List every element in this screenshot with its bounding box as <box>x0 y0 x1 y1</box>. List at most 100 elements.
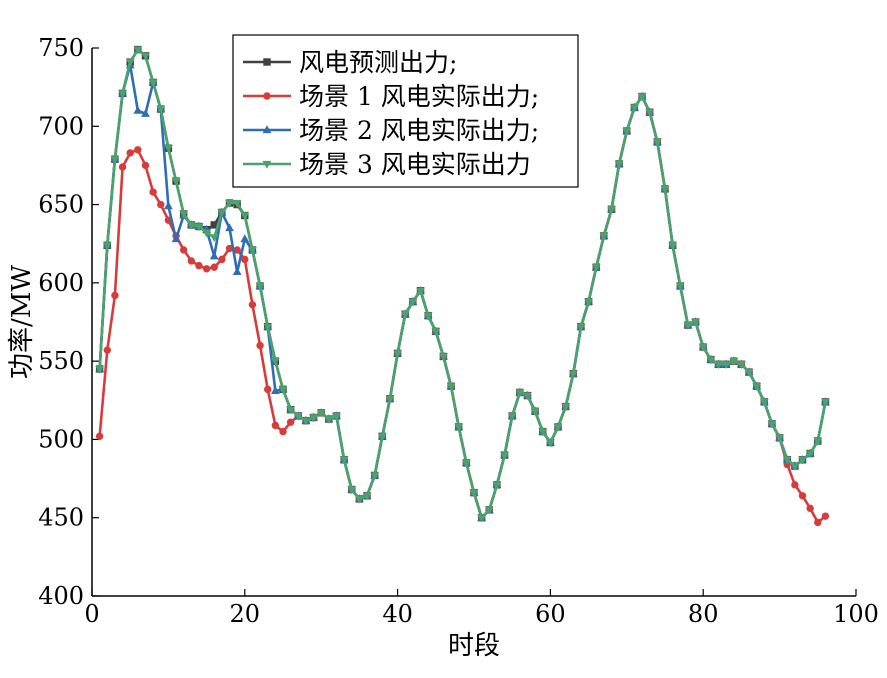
data-point-marker <box>637 93 647 102</box>
data-point-marker <box>355 495 364 504</box>
data-point-marker <box>332 412 341 421</box>
x-axis-ticks: 0 20 40 60 80 100 <box>84 589 879 628</box>
data-point-marker <box>118 163 127 171</box>
data-point-marker <box>141 52 150 61</box>
data-point-marker <box>316 409 326 418</box>
data-point-marker <box>706 356 716 365</box>
data-point-marker <box>241 255 249 264</box>
data-point-marker <box>767 420 777 429</box>
data-point-marker <box>454 423 464 432</box>
data-point-marker <box>95 432 104 440</box>
data-point-marker <box>347 486 357 495</box>
y-tick-label: 450 <box>38 504 84 532</box>
data-point-marker <box>95 365 105 374</box>
data-point-marker <box>591 264 601 272</box>
y-tick-label: 700 <box>38 112 84 140</box>
data-point-marker <box>775 434 784 443</box>
data-point-marker <box>737 361 746 369</box>
data-point-marker <box>805 450 815 459</box>
data-point-marker <box>240 212 250 221</box>
data-point-marker <box>400 311 410 319</box>
plot-area: 0 20 40 60 80 100 400 450 500 550 600 650 700 750 <box>38 34 879 628</box>
y-tick-label: 400 <box>38 582 84 610</box>
x-tick-label: 60 <box>535 600 566 628</box>
data-point-marker <box>568 370 578 379</box>
data-point-marker <box>262 125 272 134</box>
data-point-marker <box>156 105 166 114</box>
data-point-marker <box>279 427 287 436</box>
data-point-marker <box>714 361 723 369</box>
data-point-marker <box>263 323 273 332</box>
data-point-marker <box>408 298 418 307</box>
data-point-marker <box>264 385 272 394</box>
y-axis-ticks: 400 450 500 550 600 650 700 750 <box>38 34 99 610</box>
data-point-marker <box>286 418 295 426</box>
data-point-marker <box>791 481 799 489</box>
data-point-marker <box>309 414 318 423</box>
legend-label: 场景 1 风电实际出力; <box>299 82 539 111</box>
data-point-marker <box>209 251 219 260</box>
data-point-marker <box>790 462 800 471</box>
data-point-marker <box>157 200 165 209</box>
data-point-marker <box>530 408 540 416</box>
data-point-marker <box>798 456 807 465</box>
legend: 风电预测出力; 场景 1 风电实际出力; 场景 2 风电实际出力; 场景 3 风电实际… <box>232 34 579 188</box>
legend-item: 场景 1 风电实际出力; <box>243 82 539 111</box>
data-point-marker <box>210 263 218 271</box>
data-point-marker <box>752 383 762 391</box>
x-tick-label: 40 <box>382 600 413 628</box>
data-point-marker <box>232 199 242 208</box>
data-point-marker <box>186 221 196 230</box>
data-point-marker <box>821 398 830 407</box>
data-point-marker <box>256 341 264 350</box>
data-point-marker <box>691 318 700 327</box>
y-axis-title: 功率/MW <box>7 265 37 379</box>
data-point-marker <box>523 392 532 401</box>
data-point-marker <box>118 90 127 99</box>
x-tick-label: 0 <box>84 600 99 628</box>
x-axis-title: 时段 <box>448 631 500 661</box>
data-point-marker <box>111 291 119 300</box>
data-point-marker <box>377 433 387 442</box>
data-point-marker <box>500 451 509 460</box>
y-tick-label: 500 <box>38 425 84 453</box>
legend-box <box>232 34 579 188</box>
data-point-marker <box>416 287 425 296</box>
data-point-marker <box>278 386 288 395</box>
data-point-marker <box>125 58 135 67</box>
data-point-marker <box>102 242 112 250</box>
data-point-marker <box>179 246 188 254</box>
legend-label: 场景 3 风电实际出力 <box>299 150 531 179</box>
data-point-marker <box>561 403 571 412</box>
data-point-marker <box>293 412 303 421</box>
data-point-marker <box>814 518 822 527</box>
y-tick-label: 750 <box>38 34 84 62</box>
data-point-marker <box>484 506 494 515</box>
data-point-marker <box>599 232 609 241</box>
data-point-marker <box>813 437 823 446</box>
data-point-marker <box>255 282 265 291</box>
x-tick-label: 80 <box>688 600 719 628</box>
series-layer <box>95 45 830 527</box>
series-4 <box>95 46 830 523</box>
data-point-marker <box>263 58 271 66</box>
data-point-marker <box>133 105 143 114</box>
data-point-marker <box>385 395 395 404</box>
data-point-marker <box>133 46 143 55</box>
data-point-marker <box>179 210 189 219</box>
data-point-marker <box>195 261 203 270</box>
y-tick-label: 600 <box>38 269 84 297</box>
data-point-marker <box>675 282 685 291</box>
data-point-marker <box>622 127 632 136</box>
legend-item: 场景 2 风电实际出力; <box>243 116 539 145</box>
data-point-marker <box>362 492 372 501</box>
data-point-marker <box>630 104 639 113</box>
legend-label: 风电预测出力; <box>299 48 457 77</box>
data-point-marker <box>546 439 555 448</box>
data-point-marker <box>248 301 257 309</box>
data-point-marker <box>164 201 173 210</box>
data-point-marker <box>171 234 181 243</box>
data-point-marker <box>248 246 257 255</box>
data-point-marker <box>286 406 296 415</box>
